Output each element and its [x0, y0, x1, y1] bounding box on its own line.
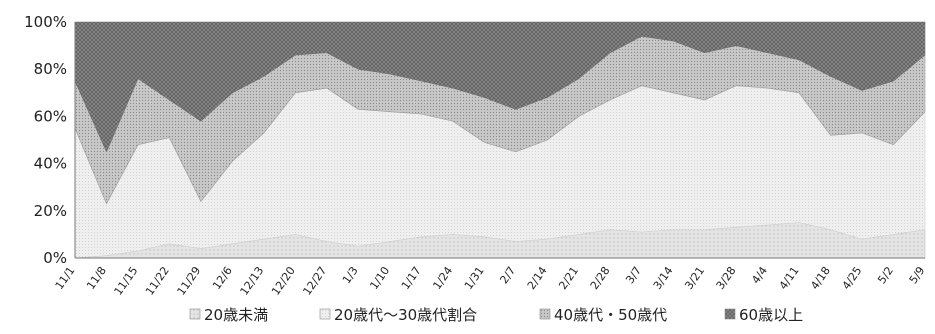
legend-label: 20歳代〜30歳代割合 [334, 306, 477, 324]
series-60-plus-area [74, 21, 926, 153]
x-tick-label: 5/9 [907, 264, 928, 286]
legend-label: 40歳代・50歳代 [554, 306, 667, 324]
y-tick-label: 80% [34, 60, 67, 78]
x-tick-label: 4/4 [749, 264, 770, 286]
x-tick-label: 11/22 [143, 264, 172, 297]
legend: 20歳未満 20歳代〜30歳代割合 40歳代・50歳代 60歳以上 [189, 306, 803, 324]
x-tick-label: 2/28 [588, 264, 613, 292]
x-tick-label: 2/21 [556, 264, 581, 292]
legend-item-60-plus: 60歳以上 [724, 306, 803, 324]
x-tick-label: 4/11 [777, 264, 802, 292]
x-tick-label: 1/24 [430, 264, 455, 292]
axes [74, 22, 925, 259]
legend-item-40-50: 40歳代・50歳代 [539, 306, 667, 324]
x-tick-label: 11/8 [84, 264, 109, 292]
y-tick-label: 0% [43, 249, 67, 267]
x-tick-label: 3/28 [714, 264, 739, 292]
x-tick-label: 12/27 [300, 264, 329, 297]
legend-label: 60歳以上 [739, 306, 803, 324]
legend-label: 20歳未満 [204, 306, 268, 324]
x-tick-label: 12/6 [210, 264, 235, 292]
x-tick-label: 12/20 [269, 264, 298, 297]
x-tick-label: 11/29 [175, 264, 204, 297]
x-tick-label: 1/17 [399, 264, 424, 292]
x-tick-label: 1/10 [367, 264, 392, 292]
x-tick-label: 2/14 [525, 264, 550, 292]
x-tick-label: 1/3 [340, 264, 361, 286]
x-tick-label: 4/18 [808, 264, 833, 292]
x-tick-label: 3/7 [623, 264, 644, 286]
x-axis-ticks: 11/1 11/8 11/15 11/22 11/29 12/6 12/13 12/20 12/… [53, 264, 928, 298]
x-tick-label: 1/31 [462, 264, 487, 292]
x-tick-label: 2/7 [497, 264, 518, 286]
legend-swatch [189, 308, 201, 320]
y-tick-label: 40% [34, 155, 67, 173]
legend-swatch [539, 308, 551, 320]
plot-areas [74, 21, 926, 259]
legend-swatch [724, 308, 736, 320]
x-tick-label: 11/1 [53, 264, 78, 292]
legend-item-20-30: 20歳代〜30歳代割合 [319, 306, 477, 324]
x-tick-label: 12/13 [238, 264, 267, 297]
y-tick-label: 60% [34, 107, 67, 125]
y-tick-label: 20% [34, 202, 67, 220]
legend-swatch [319, 308, 331, 320]
x-tick-label: 5/2 [875, 264, 896, 286]
x-tick-label: 3/21 [682, 264, 707, 292]
y-tick-label: 100% [24, 13, 67, 31]
x-tick-label: 3/14 [651, 264, 676, 292]
x-tick-label: 11/15 [112, 264, 141, 297]
x-tick-label: 4/25 [840, 264, 865, 292]
legend-item-20-under: 20歳未満 [189, 306, 268, 324]
y-axis-ticks: 0% 20% 40% 60% 80% 100% [24, 13, 67, 267]
